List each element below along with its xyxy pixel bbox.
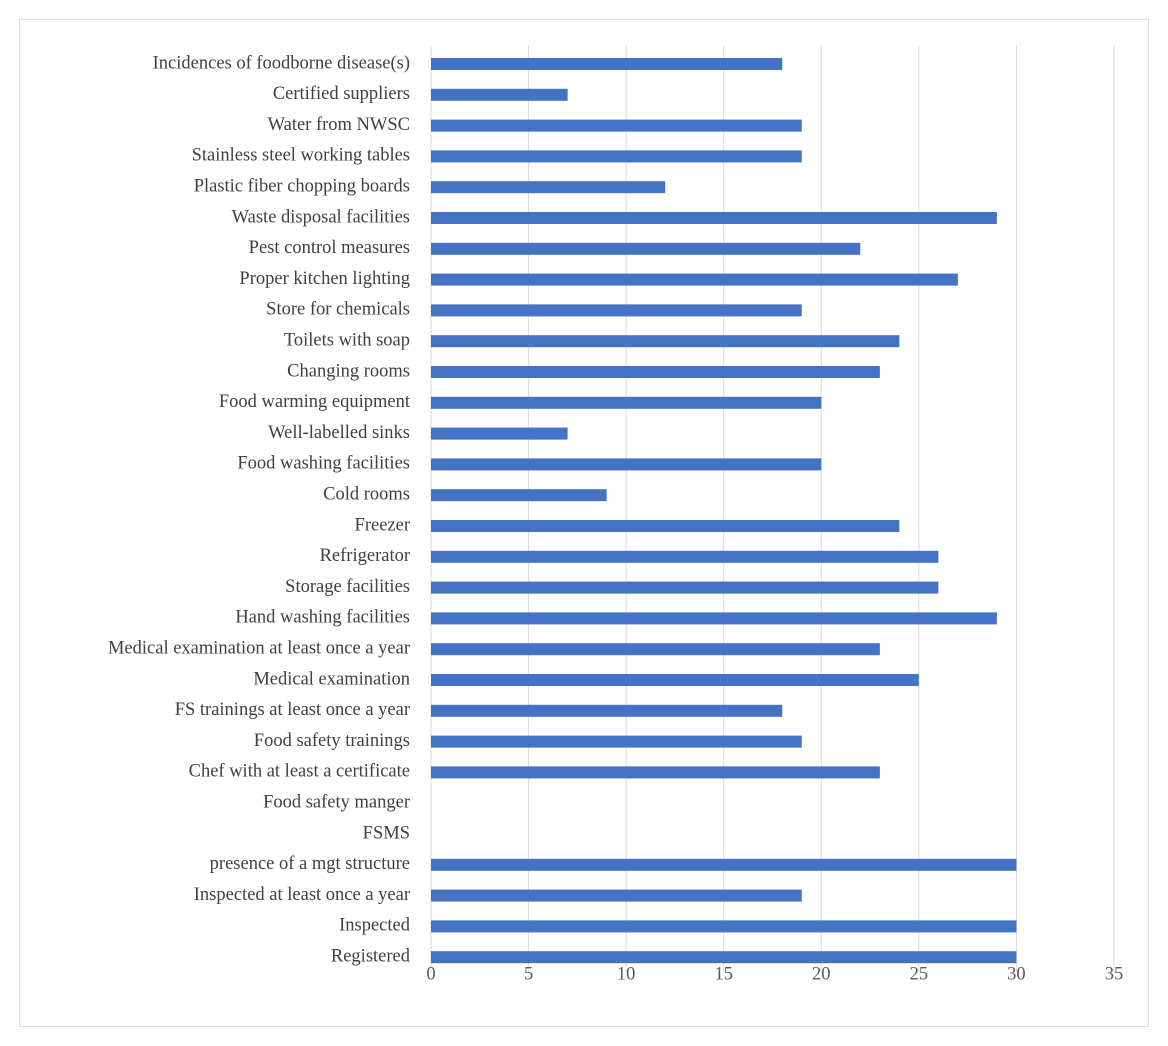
category-label: Hand washing facilities	[235, 608, 410, 628]
x-tick-label: 0	[426, 964, 435, 984]
category-label: Refrigerator	[320, 546, 410, 566]
bar	[431, 427, 568, 440]
category-label: Certified suppliers	[273, 84, 410, 104]
x-tick-label: 20	[812, 964, 831, 984]
bar	[431, 889, 802, 902]
bar	[431, 612, 997, 625]
bar	[431, 181, 666, 194]
category-label: Freezer	[355, 515, 410, 535]
bar	[431, 273, 958, 286]
category-label: Food warming equipment	[219, 392, 411, 412]
category-label: Food washing facilities	[237, 454, 410, 474]
x-tick-label: 35	[1105, 964, 1124, 984]
category-label: Toilets with soap	[284, 330, 410, 350]
bar	[431, 212, 997, 224]
bar	[431, 766, 880, 779]
category-label: FS trainings at least once a year	[175, 700, 410, 720]
category-label: FSMS	[363, 823, 410, 843]
bar-chart: Incidences of foodborne disease(s) Certif…	[108, 45, 1123, 984]
category-label: Food safety trainings	[254, 731, 410, 751]
bar	[431, 304, 802, 317]
category-label: Store for chemicals	[266, 300, 410, 320]
category-label: presence of a mgt structure	[210, 854, 410, 874]
category-label: Pest control measures	[249, 238, 410, 258]
x-tick-label: 25	[910, 964, 929, 984]
category-label: Chef with at least a certificate	[189, 762, 410, 782]
category-label: Changing rooms	[287, 361, 410, 381]
chart-frame: Incidences of foodborne disease(s) Certif…	[19, 19, 1149, 1027]
category-label: Food safety manger	[263, 792, 410, 812]
category-label: Incidences of foodborne disease(s)	[153, 53, 410, 73]
category-label: Well-labelled sinks	[268, 423, 410, 443]
category-label: Plastic fiber chopping boards	[194, 176, 410, 196]
category-label: Inspected	[339, 916, 411, 936]
bars	[431, 58, 1017, 964]
x-tick-label: 30	[1007, 964, 1026, 984]
x-tick-label: 5	[524, 964, 533, 984]
bar	[431, 674, 919, 686]
bar	[431, 150, 802, 163]
category-label: Stainless steel working tables	[192, 146, 410, 166]
category-label: Inspected at least once a year	[194, 885, 410, 905]
bar	[431, 458, 822, 471]
gridlines	[430, 45, 1115, 972]
category-label: Cold rooms	[323, 484, 410, 504]
bar	[431, 396, 822, 409]
category-label: Proper kitchen lighting	[239, 269, 410, 289]
category-label: Medical examination	[253, 669, 410, 689]
bar	[431, 366, 880, 378]
x-tick-label: 15	[714, 964, 733, 984]
bar	[431, 58, 783, 70]
bar	[431, 88, 568, 101]
x-tick-label: 10	[617, 964, 636, 984]
bar	[431, 858, 1017, 871]
bar	[431, 335, 900, 348]
bar	[431, 119, 802, 132]
bar	[431, 920, 1017, 933]
bar	[431, 550, 939, 563]
bar	[431, 581, 939, 594]
category-label: Registered	[331, 946, 411, 966]
bar	[431, 242, 861, 255]
bar	[431, 951, 1017, 964]
category-label: Waste disposal facilities	[232, 207, 410, 227]
bar	[431, 704, 783, 717]
category-label: Storage facilities	[285, 577, 410, 597]
category-label: Water from NWSC	[268, 115, 410, 135]
bar	[431, 735, 802, 748]
bar	[431, 489, 607, 502]
category-labels: Incidences of foodborne disease(s) Certif…	[108, 53, 411, 966]
category-label: Medical examination at least once a year	[108, 638, 410, 658]
bar	[431, 520, 900, 532]
x-axis-tick-labels: 0 5 10 15 20 25 30 35	[426, 964, 1123, 984]
bar	[431, 643, 880, 656]
